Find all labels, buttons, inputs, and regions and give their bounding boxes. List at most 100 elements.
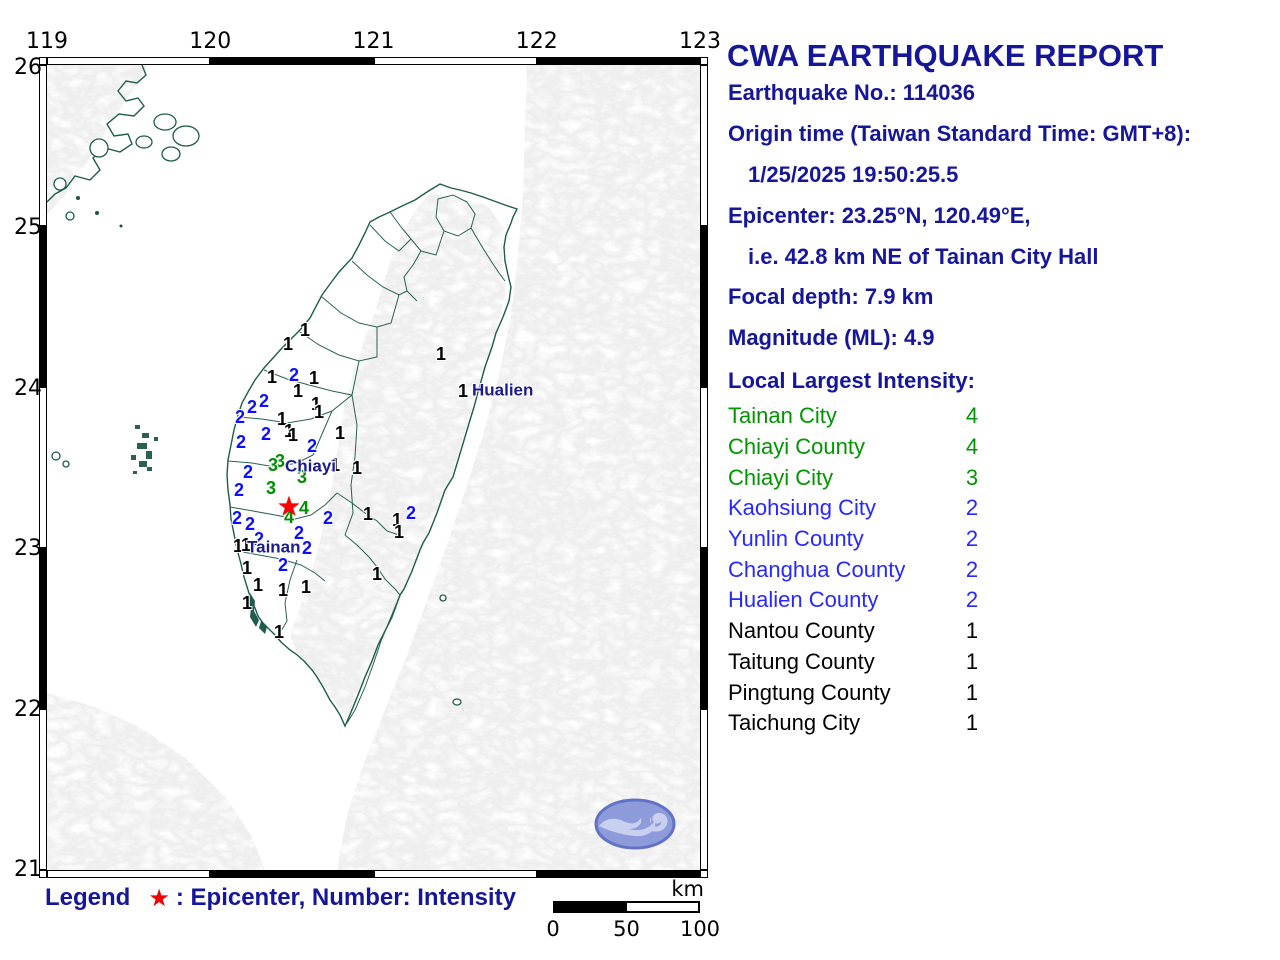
intensity-area-name: Yunlin County [728, 526, 864, 552]
intensity-marker: 2 [253, 529, 265, 549]
frame-segment [373, 57, 537, 65]
intensity-marker: 4 [298, 498, 310, 518]
frame-segment [700, 709, 708, 870]
intensity-marker: 1 [266, 367, 278, 387]
frame-segment [373, 870, 537, 878]
intensity-marker: 3 [267, 455, 279, 475]
intensity-marker: 1 [240, 535, 252, 555]
intensity-marker: 2 [293, 523, 305, 543]
map-legend: Legend ★ : Epicenter, Number: Intensity [45, 883, 516, 913]
intensity-marker: 1 [393, 522, 405, 542]
scalebar-tick-label: 100 [679, 917, 721, 941]
lat-tick-label: 21 [14, 857, 42, 882]
mainland-coastline [47, 65, 147, 203]
intensity-marker: 1 [273, 622, 285, 642]
intensity-value: 4 [965, 403, 979, 429]
intensity-marker: 2 [231, 508, 243, 528]
island-specks [76, 196, 123, 228]
intensity-marker: 2 [288, 365, 300, 385]
intensity-marker: 3 [274, 451, 286, 471]
intensity-marker: 1 [351, 458, 363, 478]
city-label: Hualien [472, 380, 534, 400]
intensity-marker: 1 [310, 394, 322, 414]
report-line: Origin time (Taiwan Standard Time: GMT+8… [728, 121, 1192, 147]
epicenter-star-icon: ★ [276, 491, 302, 522]
intensity-table: Tainan City 4 Chiayi County 4 Chiayi City 3 Ka… [728, 401, 1008, 739]
intensity-row: Hualien County 2 [728, 585, 1008, 616]
frame-corner [700, 870, 708, 878]
legend-text: : Epicenter, Number: Intensity [175, 884, 516, 911]
intensity-marker: 1 [232, 536, 244, 556]
intensity-marker: 2 [405, 503, 417, 523]
intensity-marker: 1 [299, 320, 311, 340]
intensity-row: Kaohsiung City 2 [728, 493, 1008, 524]
scalebar [553, 901, 700, 913]
frame-segment [700, 226, 708, 387]
lat-tick-label: 26 [14, 55, 42, 80]
intensity-marker: 2 [244, 514, 256, 534]
intensity-marker: 1 [300, 577, 312, 597]
intensity-marker: 2 [234, 407, 246, 427]
intensity-area-name: Nantou County [728, 618, 875, 644]
scalebar-tick-label: 0 [546, 917, 560, 941]
intensity-area-name: Pingtung County [728, 679, 891, 705]
intensity-header: Local Largest Intensity: [728, 368, 975, 393]
intensity-marker: 1 [277, 580, 289, 600]
scalebar-black-half [555, 903, 627, 911]
intensity-row: Chiayi County 4 [728, 432, 1008, 463]
lon-tick-label: 120 [189, 29, 232, 54]
frame-segment [39, 65, 47, 226]
lat-tick-label: 23 [14, 536, 42, 562]
intensity-area-name: Tainan City [728, 403, 837, 429]
intensity-row: Yunlin County 2 [728, 524, 1008, 555]
frame-segment [39, 709, 47, 870]
intensity-marker: 2 [301, 538, 313, 558]
relief-texture [47, 65, 700, 870]
intensity-area-name: Taitung County [728, 648, 875, 674]
intensity-marker: 1 [241, 558, 253, 578]
intensity-marker: 2 [233, 480, 245, 500]
intensity-marker: 1 [391, 510, 403, 530]
report-line: Magnitude (ML): 4.9 [728, 325, 935, 351]
city-label: Tainan [247, 537, 301, 557]
intensity-marker: 1 [252, 575, 264, 595]
intensity-value: 1 [965, 618, 979, 644]
frame-segment [700, 387, 708, 548]
penghu-islands [131, 425, 158, 474]
intensity-row: Chiayi City 3 [728, 462, 1008, 493]
taiwan-island [226, 183, 518, 728]
intensity-marker: 1 [308, 368, 320, 388]
intensity-marker: 2 [322, 508, 334, 528]
lon-tick-label: 122 [515, 29, 558, 54]
county-borders [227, 194, 506, 724]
lat-tick-label: 24 [14, 375, 42, 401]
intensity-value: 2 [965, 587, 979, 613]
map-frame [39, 57, 708, 878]
intensity-marker: 1 [457, 381, 469, 401]
intensity-marker: 2 [242, 462, 254, 482]
intensity-marker: 1 [362, 504, 374, 524]
intensity-value: 1 [965, 648, 979, 674]
frame-segment [47, 57, 211, 65]
frame-corner [39, 870, 47, 878]
epicenter-star-icon: ★ [148, 884, 170, 912]
intensity-marker: 1 [282, 334, 294, 354]
frame-segment [47, 870, 211, 878]
intensity-marker: 1 [313, 402, 325, 422]
intensity-value: 2 [965, 495, 979, 521]
intensity-marker: 4 [283, 507, 295, 527]
cwa-logo [594, 798, 676, 850]
intensity-value: 2 [965, 556, 979, 582]
report-details: Earthquake No.: 114036 Origin time (Taiwa… [728, 73, 1273, 359]
frame-segment [536, 57, 700, 65]
report-line: Focal depth: 7.9 km [728, 284, 934, 310]
scalebar-unit: km [671, 877, 704, 901]
intensity-marker: 3 [296, 467, 308, 487]
intensity-row: Tainan City 4 [728, 401, 1008, 432]
intensity-marker: 3 [265, 478, 277, 498]
legend-label: Legend [45, 884, 131, 911]
scalebar-tick-label: 50 [613, 917, 640, 941]
report-line: i.e. 42.8 km NE of Tainan City Hall [748, 243, 1099, 269]
